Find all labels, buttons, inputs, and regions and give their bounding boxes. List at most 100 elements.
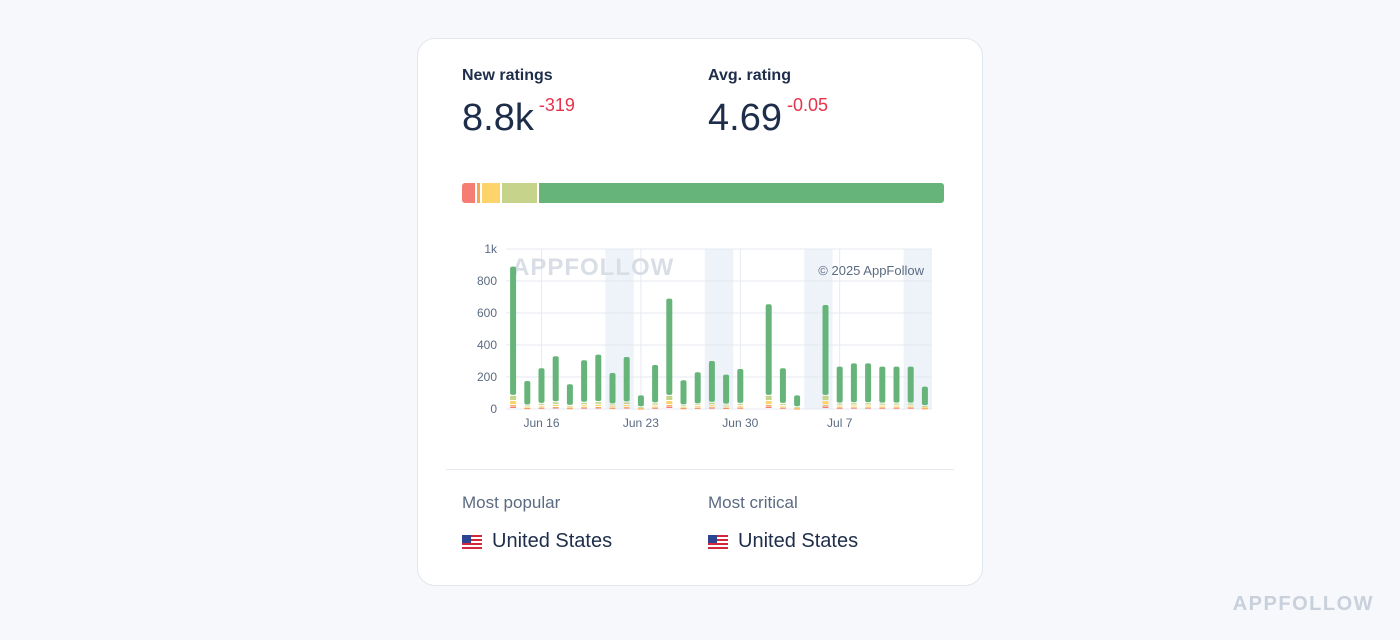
- weekend-band: [903, 249, 918, 409]
- bar-jun-26-5star: [680, 380, 687, 405]
- bar-jul-9-2star: [865, 407, 872, 409]
- bar-jul-9-3star: [865, 405, 872, 407]
- bar-jun-22-1star: [623, 407, 630, 409]
- bar-jun-29-3star: [723, 406, 730, 408]
- bar-jul-6-3star: [822, 401, 829, 405]
- bar-jun-19-3star: [581, 405, 588, 407]
- bar-jun-23-4star: [637, 407, 644, 409]
- bar-jul-6-1star: [822, 406, 829, 408]
- bar-jun-26-2star: [680, 407, 687, 409]
- weekend-band: [719, 249, 734, 409]
- x-tick-label: Jul 7: [827, 416, 853, 430]
- bar-jun-29-5star: [723, 374, 730, 404]
- bar-jun-19-2star: [581, 407, 588, 408]
- weekend-band: [605, 249, 620, 409]
- bar-jul-10-4star: [879, 403, 886, 405]
- x-tick-label: Jun 23: [623, 416, 659, 430]
- bar-jun-19-5star: [581, 360, 588, 402]
- bar-jun-18-2star: [566, 408, 573, 409]
- bar-jun-16-3star: [538, 405, 545, 407]
- bar-jul-8-2star: [850, 407, 857, 409]
- distribution-segment-3-star[interactable]: [482, 183, 500, 203]
- bar-jul-10-3star: [879, 405, 886, 407]
- bar-jun-19-4star: [581, 402, 588, 405]
- weekend-band: [804, 249, 819, 409]
- bar-jul-4-4star: [794, 407, 801, 409]
- bar-jul-8-3star: [850, 405, 857, 407]
- bar-jun-30-3star: [737, 405, 744, 407]
- bar-jul-8-5star: [850, 363, 857, 403]
- bar-jun-17-3star: [552, 404, 559, 407]
- bar-jul-4-5star: [794, 395, 801, 407]
- bar-jun-18-3star: [566, 407, 573, 408]
- bar-jun-14-5star: [510, 266, 517, 395]
- bar-jul-13-3star: [921, 407, 928, 409]
- us-flag-icon: [462, 534, 482, 549]
- bar-jul-9-5star: [865, 363, 872, 403]
- bar-jun-18-5star: [566, 384, 573, 405]
- ratings-chart[interactable]: APPFOLLOW © 2025 AppFollow 0 200 400 600 800 1k…: [448, 235, 948, 445]
- bar-jul-12-3star: [907, 405, 914, 407]
- bar-jul-13-4star: [921, 406, 928, 407]
- bar-jun-24-4star: [652, 403, 659, 405]
- y-tick-label: 400: [477, 338, 497, 352]
- bar-jun-23-3star: [637, 407, 644, 409]
- bar-jun-17-4star: [552, 402, 559, 404]
- most-critical-country: United States: [738, 530, 859, 552]
- rating-distribution-bar[interactable]: [462, 183, 944, 203]
- bar-jul-13-5star: [921, 386, 928, 406]
- bar-jun-17-5star: [552, 356, 559, 402]
- bar-jul-11-2star: [893, 407, 900, 409]
- bar-jun-17-2star: [552, 407, 559, 408]
- distribution-segment-5-star[interactable]: [538, 183, 944, 203]
- bar-jun-26-4star: [680, 405, 687, 407]
- y-tick-label: 800: [477, 274, 497, 288]
- avg-rating-delta: -0.05: [786, 95, 828, 115]
- bar-jun-20-5star: [595, 354, 602, 402]
- bar-jun-18-4star: [566, 405, 573, 407]
- bar-jun-25-1star: [666, 406, 673, 408]
- y-tick-label: 0: [490, 402, 497, 416]
- bar-jul-2-1star: [765, 406, 772, 408]
- bar-jul-8-4star: [850, 403, 857, 405]
- bar-jun-28-5star: [708, 361, 715, 402]
- bar-jul-9-4star: [865, 403, 872, 405]
- bar-jul-4-3star: [794, 407, 801, 409]
- most-critical-label: Most critical: [708, 493, 798, 512]
- bar-jun-21-2star: [609, 407, 616, 409]
- bar-jun-28-2star: [708, 407, 715, 409]
- bar-jul-2-3star: [765, 401, 772, 405]
- distribution-segment-2-star[interactable]: [477, 183, 481, 203]
- bar-jun-29-2star: [723, 407, 730, 409]
- bar-jul-10-5star: [879, 366, 886, 403]
- y-tick-label: 200: [477, 370, 497, 384]
- bar-jul-12-5star: [907, 366, 914, 403]
- bar-jul-3-5star: [779, 368, 786, 403]
- bar-jun-21-5star: [609, 373, 616, 404]
- bar-jun-27-5star: [694, 372, 701, 404]
- distribution-segment-4-star[interactable]: [501, 183, 537, 203]
- bar-jun-27-3star: [694, 406, 701, 407]
- bar-jun-20-4star: [595, 402, 602, 404]
- x-tick-label: Jun 16: [523, 416, 559, 430]
- bar-jun-20-2star: [595, 406, 602, 408]
- bar-jun-14-2star: [510, 405, 517, 406]
- bar-jul-12-2star: [907, 407, 914, 409]
- bar-jun-16-2star: [538, 407, 545, 409]
- bar-jun-25-4star: [666, 395, 673, 400]
- distribution-segment-1-star[interactable]: [462, 183, 476, 203]
- new-ratings-value: 8.8k: [462, 97, 534, 139]
- bar-jun-30-5star: [737, 369, 744, 403]
- bar-jun-25-3star: [666, 401, 673, 405]
- bar-jul-6-5star: [822, 305, 829, 395]
- bar-jun-14-4star: [510, 395, 517, 400]
- bar-jun-21-3star: [609, 406, 616, 408]
- bar-jul-3-2star: [779, 407, 786, 409]
- bar-jun-30-2star: [737, 407, 744, 409]
- bar-jun-22-3star: [623, 404, 630, 407]
- bar-jun-23-5star: [637, 395, 644, 407]
- bar-jul-10-2star: [879, 407, 886, 409]
- new-ratings-label: New ratings: [462, 67, 553, 84]
- weekend-band: [704, 249, 719, 409]
- bar-jun-15-2star: [524, 407, 531, 409]
